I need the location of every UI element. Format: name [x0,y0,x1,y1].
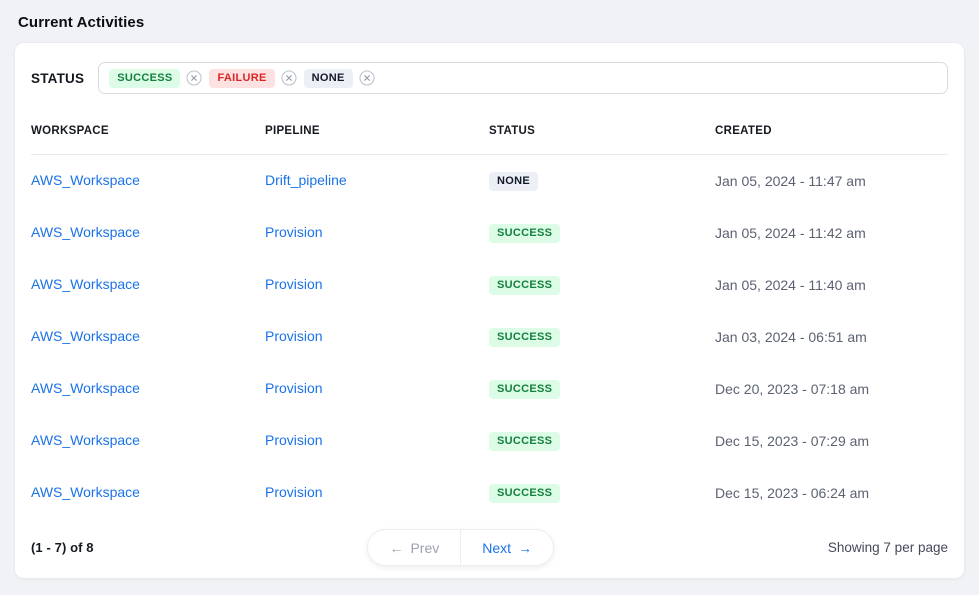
current-activities-card: STATUS SUCCESS FAILURE NONE [14,42,965,579]
column-header-created: CREATED [715,125,772,137]
table-body: AWS_Workspace Drift_pipeline NONE Jan 05… [31,155,948,519]
created-cell: Dec 15, 2023 - 07:29 am [715,433,870,449]
created-cell: Jan 05, 2024 - 11:40 am [715,277,866,293]
workspace-link[interactable]: AWS_Workspace [31,484,140,500]
table-row: AWS_Workspace Provision SUCCESS Jan 05, … [31,207,948,259]
filter-tag-group: FAILURE [209,68,297,88]
filter-tag-group: NONE [303,68,375,88]
filter-tag-group: SUCCESS [109,68,203,88]
status-badge: SUCCESS [489,380,561,399]
workspace-link[interactable]: AWS_Workspace [31,172,140,188]
pipeline-link[interactable]: Provision [265,224,323,240]
created-cell: Jan 05, 2024 - 11:42 am [715,225,866,241]
remove-tag-icon[interactable] [186,70,203,86]
table-row: AWS_Workspace Drift_pipeline NONE Jan 05… [31,155,948,207]
prev-button[interactable]: ← Prev [368,530,460,565]
status-filter-input[interactable]: SUCCESS FAILURE NONE [98,62,948,94]
next-button[interactable]: Next → [460,530,553,565]
pipeline-link[interactable]: Provision [265,380,323,396]
status-badge: SUCCESS [489,328,561,347]
status-badge: SUCCESS [489,224,561,243]
column-header-pipeline: PIPELINE [265,125,320,137]
pipeline-link[interactable]: Provision [265,432,323,448]
created-cell: Dec 20, 2023 - 07:18 am [715,381,870,397]
column-header-status: STATUS [489,125,536,137]
circle-x-icon [186,70,203,86]
remove-tag-icon[interactable] [281,70,297,86]
workspace-link[interactable]: AWS_Workspace [31,276,140,292]
column-header-workspace: WORKSPACE [31,125,109,137]
pipeline-link[interactable]: Drift_pipeline [265,172,347,188]
remove-tag-icon[interactable] [359,70,375,86]
page-title: Current Activities [18,14,145,31]
workspace-link[interactable]: AWS_Workspace [31,328,140,344]
pipeline-link[interactable]: Provision [265,276,323,292]
workspace-link[interactable]: AWS_Workspace [31,380,140,396]
arrow-left-icon: ← [389,539,404,556]
prev-button-label: Prev [410,539,440,556]
created-cell: Jan 03, 2024 - 06:51 am [715,329,867,345]
filter-tag: NONE [303,68,353,88]
pipeline-link[interactable]: Provision [265,484,323,500]
table-row: AWS_Workspace Provision SUCCESS Jan 05, … [31,259,948,311]
table-row: AWS_Workspace Provision SUCCESS Dec 15, … [31,467,948,519]
per-page-text: Showing 7 per page [827,540,948,555]
created-cell: Jan 05, 2024 - 11:47 am [715,173,866,189]
table-row: AWS_Workspace Provision SUCCESS Dec 20, … [31,363,948,415]
status-badge: SUCCESS [489,484,561,503]
status-badge: NONE [489,172,538,191]
status-badge: SUCCESS [489,276,561,295]
created-cell: Dec 15, 2023 - 06:24 am [715,485,870,501]
workspace-link[interactable]: AWS_Workspace [31,224,140,240]
circle-x-icon [359,70,375,86]
circle-x-icon [281,70,297,86]
status-badge: SUCCESS [489,432,561,451]
pager: ← Prev Next → [367,529,555,566]
pipeline-link[interactable]: Provision [265,328,323,344]
next-button-label: Next [482,539,512,556]
filter-tag: FAILURE [209,68,275,88]
arrow-right-icon: → [518,539,533,556]
pagination-footer: (1 - 7) of 8 ← Prev Next → Showing 7 per… [31,517,948,578]
workspace-link[interactable]: AWS_Workspace [31,432,140,448]
filter-tag: SUCCESS [109,68,181,88]
table-row: AWS_Workspace Provision SUCCESS Dec 15, … [31,415,948,467]
table-header-row: WORKSPACE PIPELINE STATUS CREATED [31,94,948,155]
status-filter-row: STATUS SUCCESS FAILURE NONE [31,43,948,94]
pagination-range: (1 - 7) of 8 [31,540,94,555]
table-row: AWS_Workspace Provision SUCCESS Jan 03, … [31,311,948,363]
status-filter-label: STATUS [31,70,85,86]
